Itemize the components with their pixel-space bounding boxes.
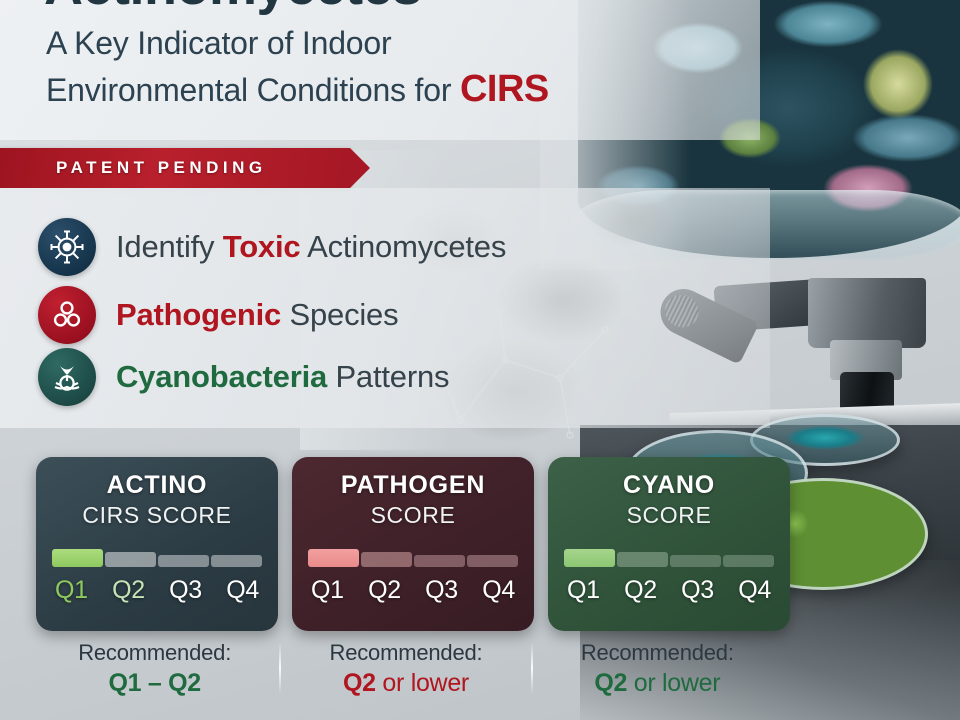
card-title-pathogen: PATHOGEN [340,471,486,499]
feature-row-actinomycetes: Identify Toxic Actinomycetes [38,218,506,276]
recommendation-value-rest: or lower [627,669,721,697]
quartile-labels-actino: Q1 Q2 Q3 Q4 [51,576,263,605]
subtitle-line-2-text: Environmental Conditions for [46,72,460,109]
score-card-cyano[interactable]: CYANO SCORE Q1 Q2 Q3 Q4 [548,457,790,631]
feature-row-cyanobacteria: Cyanobacteria Patterns [38,348,450,406]
feature-pre-1: Identify [116,229,223,264]
quartile-segment [211,555,262,567]
quartile-bar-cyano [564,547,774,567]
recommendation-label: Recommended: [580,640,734,665]
quartile-segment [414,555,465,567]
quartile-segment [158,555,209,567]
cyanobacteria-filament-icon [38,348,96,406]
patent-pending-label: PATENT PENDING [56,158,267,177]
quartile-bar-pathogen [308,547,518,567]
recommendation-actino: Recommended: Q1 – Q2 [36,640,282,714]
quartile-bar-actino [52,547,262,567]
recommendation-label: Recommended: [329,640,483,665]
patent-pending-ribbon: PATENT PENDING [0,148,370,188]
score-card-actino[interactable]: ACTINO CIRS SCORE Q1 Q2 Q3 Q4 [36,457,278,631]
quartile-segment [467,555,518,567]
card-subtitle-pathogen: SCORE [370,502,456,528]
card-title-actino: ACTINO [106,471,208,499]
score-card-pathogen[interactable]: PATHOGEN SCORE Q1 Q2 Q3 Q4 [292,457,534,631]
quartile-label: Q3 [681,576,714,604]
recommendation-value-bold: Q2 [594,669,628,697]
recommendation-pathogen: Recommended: Q2 or lower [287,640,533,714]
recommendation-label: Recommended: [78,640,232,665]
quartile-segment [723,555,774,567]
quartile-label: Q1 [311,576,344,604]
feature-bold-3: Cyanobacteria [116,359,328,394]
quartile-segment [670,555,721,567]
quartile-segment [105,552,156,567]
feature-post-3: Patterns [327,359,450,394]
recommendation-value-rest: or lower [375,669,469,697]
quartile-label: Q4 [482,576,515,604]
quartile-label: Q3 [169,576,202,604]
microscope-head [808,278,926,348]
subtitle-line-2: Environmental Conditions for CIRS [46,64,746,114]
subtitle: A Key Indicator of Indoor Environmental … [46,22,746,114]
recommendation-value-bold: Q1 – Q2 [108,669,201,697]
quartile-segment-filled [308,549,359,567]
card-title-cyano: CYANO [623,471,715,499]
quartile-segment-filled [564,549,615,567]
feature-bold-2: Pathogenic [116,297,282,332]
quartile-labels-cyano: Q1 Q2 Q3 Q4 [563,576,775,605]
biohazard-trefoil-icon [38,286,96,344]
recommendation-row: Recommended: Q1 – Q2 Recommended: Q2 or … [36,640,790,714]
recommendation-cyano: Recommended: Q2 or lower [539,640,776,714]
feature-text-cyanobacteria: Cyanobacteria Patterns [116,359,450,395]
card-subtitle-actino: CIRS SCORE [82,502,232,528]
feature-text-pathogenic: Pathogenic Species [116,297,399,333]
recommendation-value: Q1 – Q2 [36,669,273,698]
quartile-label: Q1 [55,576,88,604]
feature-post-1: Actinomycetes [300,229,507,264]
quartile-label: Q4 [738,576,771,604]
quartile-label: Q2 [112,576,145,604]
quartile-segment [361,552,412,567]
subtitle-line-1: A Key Indicator of Indoor [46,25,392,61]
score-cards: ACTINO CIRS SCORE Q1 Q2 Q3 Q4 PATHOGEN S… [36,457,790,631]
quartile-segment [617,552,668,567]
feature-row-pathogenic: Pathogenic Species [38,286,399,344]
card-subtitle-cyano: SCORE [626,502,712,528]
quartile-segment-filled [52,549,103,567]
header-panel [0,0,760,140]
recommendation-value: Q2 or lower [287,669,524,698]
page-title: Actinomycetes [44,0,744,18]
quartile-labels-pathogen: Q1 Q2 Q3 Q4 [307,576,519,605]
quartile-label: Q1 [567,576,600,604]
quartile-label: Q4 [226,576,259,604]
quartile-label: Q2 [624,576,657,604]
recommendation-divider [530,642,533,694]
quartile-label: Q2 [368,576,401,604]
recommendation-value: Q2 or lower [539,669,776,698]
spore-radial-icon [38,218,96,276]
feature-list-panel [0,188,770,428]
feature-text-actinomycetes: Identify Toxic Actinomycetes [116,229,506,265]
feature-post-2: Species [281,297,399,332]
page-title-clipped: Actinomycetes [44,0,744,18]
recommendation-divider [279,642,282,694]
recommendation-value-bold: Q2 [343,669,376,697]
cirs-highlight: CIRS [459,68,549,111]
feature-bold-1: Toxic [222,229,301,264]
quartile-label: Q3 [425,576,458,604]
